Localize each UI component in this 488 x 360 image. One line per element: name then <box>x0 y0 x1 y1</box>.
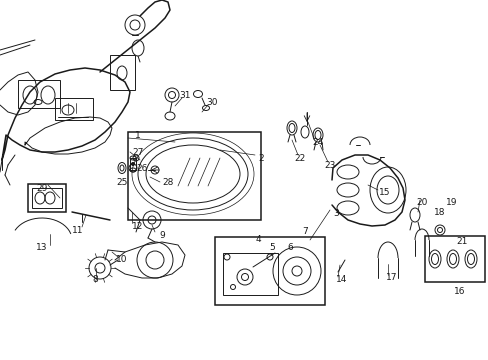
Text: 12: 12 <box>132 221 143 230</box>
Bar <box>18 80 60 108</box>
Bar <box>55 98 93 120</box>
Text: 24: 24 <box>312 138 323 147</box>
Text: 29: 29 <box>36 184 48 193</box>
Text: 7: 7 <box>302 228 307 237</box>
Text: 20: 20 <box>415 198 427 207</box>
Text: 16: 16 <box>453 288 465 297</box>
Text: 4: 4 <box>255 235 260 244</box>
Bar <box>128 132 261 220</box>
Text: 6: 6 <box>286 243 292 252</box>
Bar <box>424 236 484 282</box>
Text: 22: 22 <box>294 153 305 162</box>
Text: 25: 25 <box>116 177 127 186</box>
Text: 14: 14 <box>336 275 347 284</box>
Bar <box>32 188 62 208</box>
Bar <box>215 237 325 305</box>
Text: 2: 2 <box>258 153 263 162</box>
Text: 21: 21 <box>455 238 467 247</box>
Bar <box>130 158 136 170</box>
Text: 3: 3 <box>332 208 338 217</box>
Text: 31: 31 <box>179 90 190 99</box>
Text: 5: 5 <box>268 243 274 252</box>
Text: 9: 9 <box>159 230 164 239</box>
Text: 19: 19 <box>446 198 457 207</box>
Text: 30: 30 <box>206 98 217 107</box>
Circle shape <box>131 162 134 166</box>
Text: 1: 1 <box>135 131 141 140</box>
Bar <box>110 55 135 90</box>
Text: 18: 18 <box>433 207 445 216</box>
Text: 26: 26 <box>136 163 147 172</box>
Text: 28: 28 <box>162 177 173 186</box>
Bar <box>223 253 278 295</box>
Bar <box>28 184 66 212</box>
Text: 10: 10 <box>116 256 127 265</box>
Text: 15: 15 <box>379 188 390 197</box>
Text: 17: 17 <box>386 274 397 283</box>
Text: 23: 23 <box>324 161 335 170</box>
Text: 8: 8 <box>92 275 98 284</box>
Text: 11: 11 <box>72 225 83 234</box>
Text: 27: 27 <box>132 148 143 157</box>
Text: 13: 13 <box>36 243 48 252</box>
